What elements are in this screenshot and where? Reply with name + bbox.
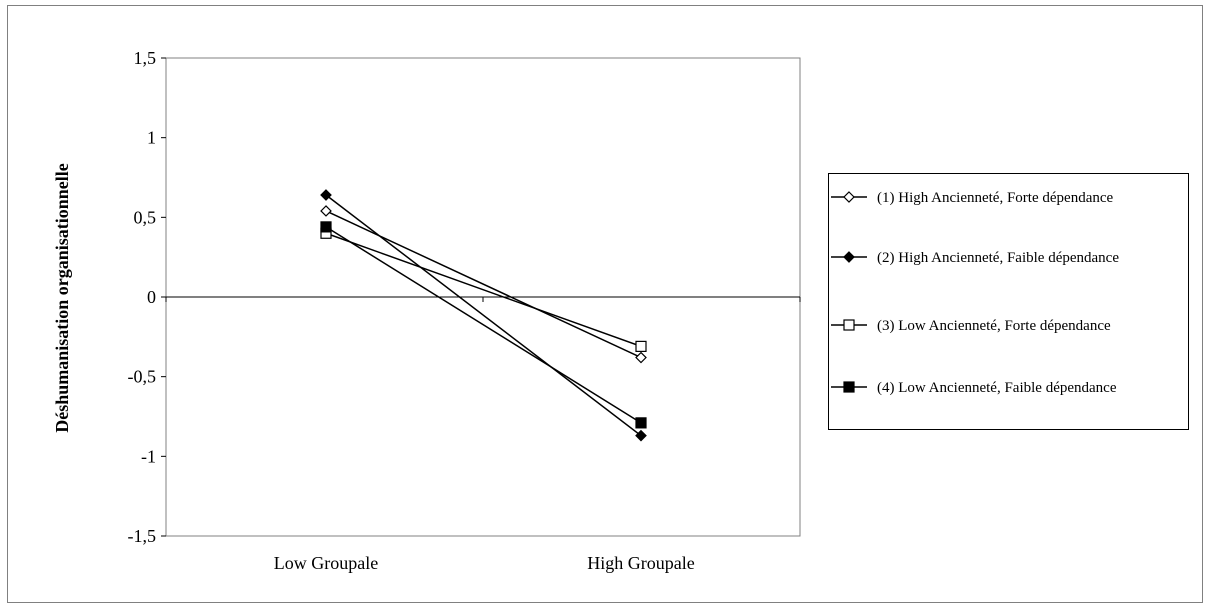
y-axis-label: Déshumanisation organisationnelle — [52, 163, 72, 433]
legend-item-1: (1) High Ancienneté, Forte dépendance — [831, 188, 1183, 208]
legend-marker-square-filled — [831, 381, 867, 393]
legend-marker-diamond-filled — [831, 251, 867, 263]
y-tick-label: 0,5 — [134, 207, 157, 227]
series-line-4 — [325, 226, 642, 424]
y-tick-label: -0,5 — [128, 367, 157, 387]
x-tick-label: High Groupale — [587, 553, 694, 573]
y-tick-label: 0 — [147, 287, 156, 307]
data-point-series-4 — [635, 417, 647, 429]
legend: (1) High Ancienneté, Forte dépendance (2… — [828, 173, 1189, 430]
series-line-1 — [325, 210, 642, 359]
data-point-series-3 — [635, 340, 647, 352]
legend-marker-diamond-open — [831, 191, 867, 203]
data-point-series-1 — [320, 205, 332, 217]
y-tick-label: -1 — [141, 446, 156, 466]
legend-label: (1) High Ancienneté, Forte dépendance — [877, 190, 1114, 206]
legend-label: (3) Low Ancienneté, Forte dépendance — [877, 318, 1111, 334]
y-tick-label: -1,5 — [128, 526, 157, 546]
data-point-series-2 — [635, 429, 647, 442]
legend-item-3: (3) Low Ancienneté, Forte dépendance — [831, 316, 1183, 336]
legend-item-2: (2) High Ancienneté, Faible dépendance — [831, 248, 1183, 268]
data-point-series-2 — [320, 189, 332, 201]
y-tick-label: 1 — [147, 128, 156, 148]
y-tick-label: 1,5 — [134, 48, 157, 68]
legend-item-4: (4) Low Ancienneté, Faible dépendance — [831, 378, 1183, 398]
data-point-series-1 — [635, 351, 647, 364]
legend-marker-square-open — [831, 319, 867, 331]
series-line-2 — [325, 194, 642, 437]
legend-label: (4) Low Ancienneté, Faible dépendance — [877, 380, 1117, 396]
x-tick-label: Low Groupale — [274, 553, 378, 573]
data-point-series-4 — [320, 221, 332, 233]
legend-label: (2) High Ancienneté, Faible dépendance — [877, 250, 1119, 266]
series-line-3 — [325, 232, 642, 348]
